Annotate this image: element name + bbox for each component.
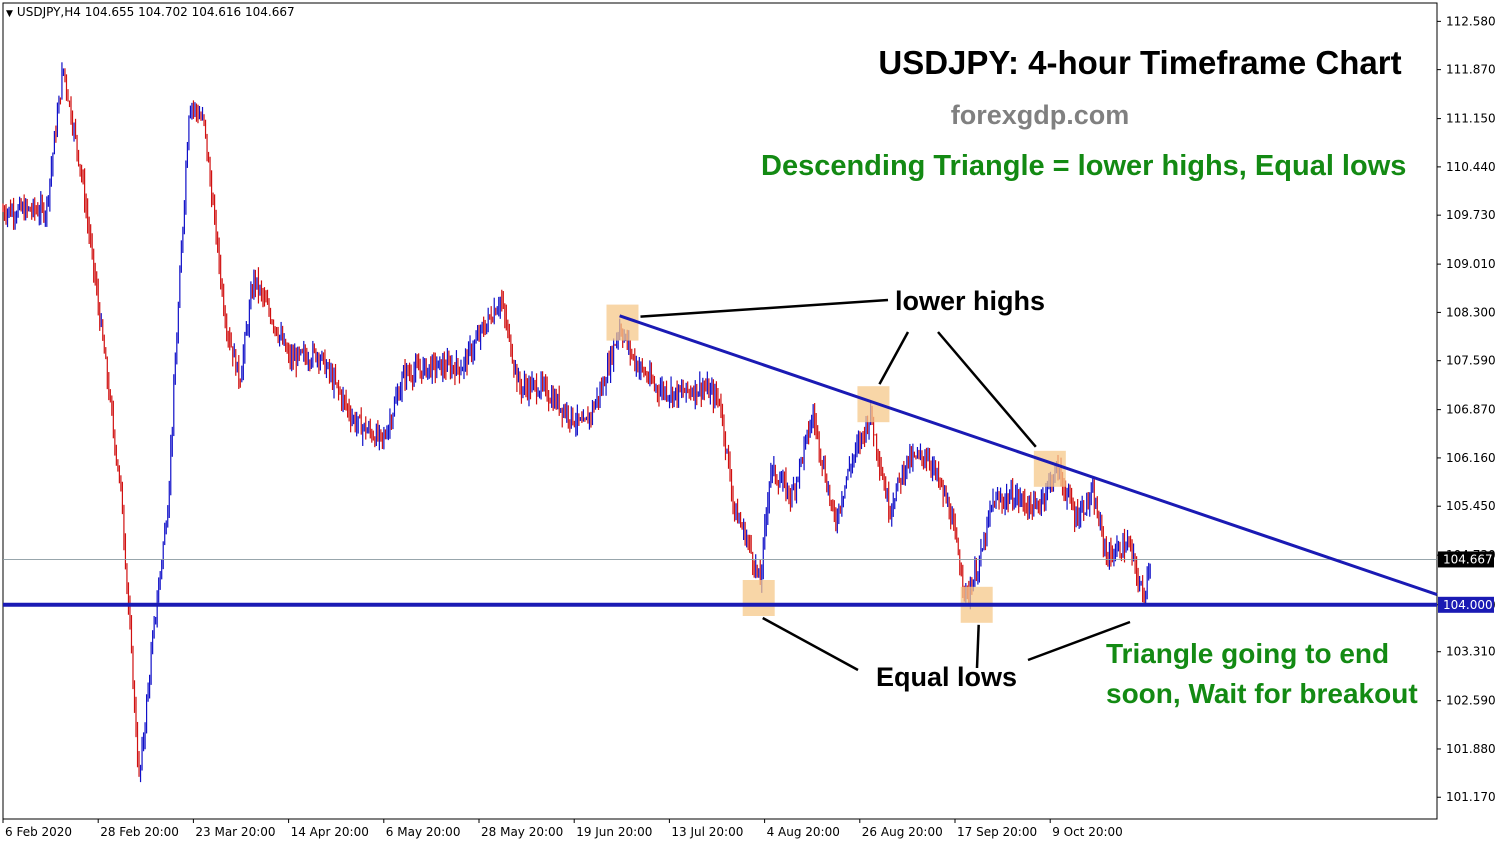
y-tick-label: 111.150	[1446, 112, 1496, 126]
y-tick-label: 109.010	[1446, 257, 1496, 271]
callout-lower-high-3	[937, 331, 1037, 448]
y-tick-label: 101.880	[1446, 742, 1496, 756]
website-watermark: forexgdp.com	[950, 100, 1130, 130]
breakout-note-line2: soon, Wait for breakout	[1106, 678, 1418, 709]
breakout-note-line1: Triangle going to end	[1106, 638, 1390, 669]
y-tick-label: 112.580	[1446, 14, 1496, 28]
plot-border	[2, 2, 1438, 820]
callout-equal-low-3	[1027, 620, 1131, 662]
pattern-description: Descending Triangle = lower highs, Equal…	[761, 150, 1407, 182]
support-price-badge	[1438, 596, 1494, 613]
x-tick-label: 19 Jun 20:00	[576, 825, 652, 839]
y-tick-label: 105.450	[1446, 499, 1496, 513]
symbol-info: ▼ USDJPY,H4 104.655 104.702 104.616 104.6…	[6, 5, 295, 19]
plot-frame	[2, 2, 1438, 820]
y-tick-label: 102.590	[1446, 694, 1496, 708]
x-tick-label: 13 Jul 20:00	[671, 825, 743, 839]
highlight-box	[742, 580, 775, 616]
highlight-boxes	[606, 304, 1066, 623]
y-tick-label: 109.730	[1446, 208, 1496, 222]
x-tick-label: 17 Sep 20:00	[957, 825, 1037, 839]
x-tick-label: 4 Aug 20:00	[767, 825, 840, 839]
symbol-info-text: USDJPY,H4 104.655 104.702 104.616 104.66…	[16, 5, 295, 19]
y-tick-label: 108.300	[1446, 305, 1496, 319]
callout-lower-high-1	[640, 298, 889, 318]
x-tick-label: 28 May 20:00	[481, 825, 563, 839]
callout-equal-low-2	[975, 624, 980, 669]
y-tick-label: 111.870	[1446, 63, 1496, 77]
callout-lower-high-2	[878, 331, 910, 385]
pattern-lines	[3, 314, 1438, 607]
x-tick-label: 9 Oct 20:00	[1052, 825, 1123, 839]
x-tick-label: 28 Feb 20:00	[100, 825, 179, 839]
x-tick-label: 26 Aug 20:00	[862, 825, 943, 839]
highlight-box	[606, 304, 639, 341]
y-tick-label: 103.310	[1446, 645, 1496, 659]
descending-trendline	[619, 314, 1438, 597]
y-tick-label: 110.440	[1446, 160, 1496, 174]
y-tick-label: 106.870	[1446, 403, 1496, 417]
x-tick-label: 23 Mar 20:00	[195, 825, 275, 839]
x-tick-label: 6 May 20:00	[386, 825, 461, 839]
callout-lines	[640, 298, 1131, 672]
callout-equal-low-1	[762, 616, 859, 672]
y-tick-label: 101.170	[1446, 790, 1496, 804]
dropdown-triangle-icon[interactable]: ▼	[6, 9, 13, 19]
x-tick-label: 6 Feb 2020	[5, 825, 72, 839]
price-axis: 112.580 111.870 111.150 110.440 109.730 109.0…	[1437, 14, 1496, 804]
support-price-label: 104.000	[1443, 598, 1493, 612]
time-axis: 6 Feb 2020 28 Feb 20:00 23 Mar 20:00 14 Apr…	[2, 819, 1123, 839]
current-price-label: 104.667	[1443, 552, 1493, 566]
breakout-note: Triangle going to end soon, Wait for bre…	[1106, 634, 1418, 714]
y-tick-label: 107.590	[1446, 354, 1496, 368]
lower-highs-label: lower highs	[895, 286, 1046, 316]
highlight-box	[1033, 450, 1066, 487]
chart-title: USDJPY: 4-hour Timeframe Chart	[878, 44, 1402, 81]
y-tick-label: 106.160	[1446, 451, 1496, 465]
equal-lows-label: Equal lows	[876, 662, 1018, 692]
current-price-badge	[1438, 551, 1494, 568]
x-tick-label: 14 Apr 20:00	[291, 825, 369, 839]
highlight-box	[857, 386, 890, 423]
